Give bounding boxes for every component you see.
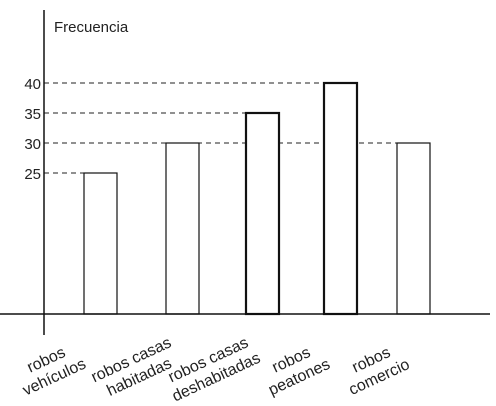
reference-lines	[44, 82, 430, 174]
y-tick-label: 40	[24, 76, 41, 93]
category-label: roboscomercio	[338, 339, 412, 399]
y-axis-title: Frecuencia	[54, 19, 129, 36]
y-tick-label: 35	[24, 106, 41, 123]
bar	[396, 142, 431, 315]
category-label: robos casasdeshabitadas	[162, 332, 263, 405]
category-label: robospeatones	[258, 339, 333, 399]
y-tick-label: 25	[24, 166, 41, 183]
bar	[244, 111, 281, 316]
y-tick-label: 30	[24, 136, 41, 153]
category-label: robosvehículos	[12, 338, 88, 399]
bar	[322, 81, 359, 316]
y-tick-labels: 25 30 35 40	[24, 76, 41, 183]
category-labels: robosvehículos robos casashabitadasrobos …	[12, 332, 412, 405]
bar	[83, 172, 118, 315]
bar	[165, 142, 200, 315]
bars	[83, 81, 431, 316]
